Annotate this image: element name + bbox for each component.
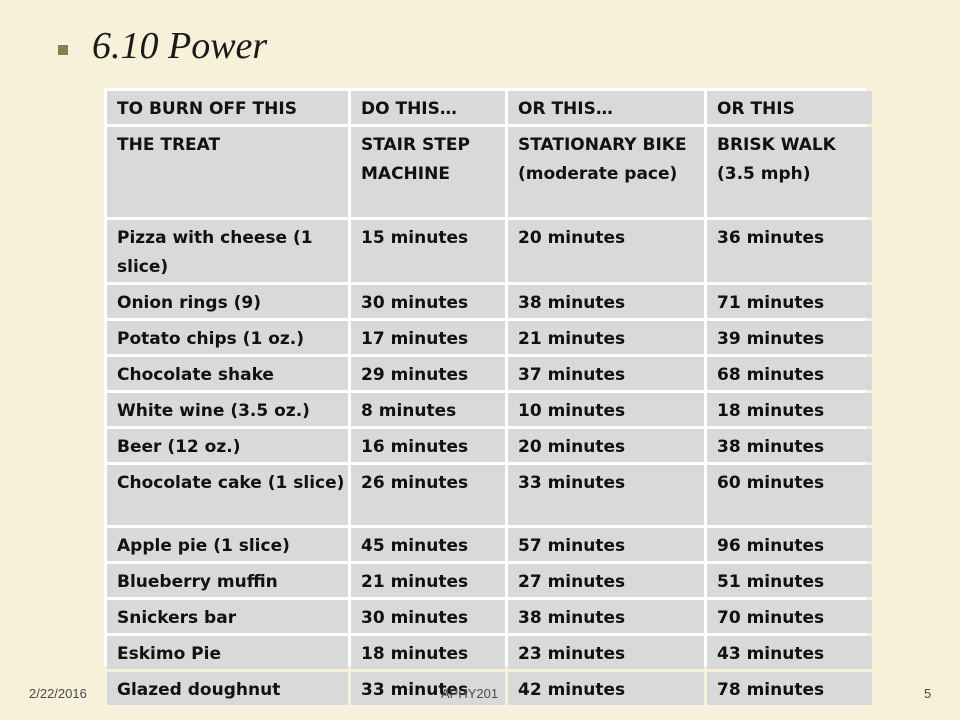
table-cell: 51 minutes [707, 564, 872, 597]
table-cell: Blueberry muffin [107, 564, 348, 597]
table-cell: 18 minutes [707, 393, 872, 426]
table-cell: 8 minutes [351, 393, 505, 426]
table-cell: 10 minutes [508, 393, 704, 426]
table-cell: 33 minutes [351, 672, 505, 705]
table-header-cell: DO THIS… [351, 91, 505, 124]
table-header-cell: TO BURN OFF THIS [107, 91, 348, 124]
table-cell: 26 minutes [351, 465, 505, 525]
table-cell: 21 minutes [351, 564, 505, 597]
table-cell: 38 minutes [508, 600, 704, 633]
table-cell: 27 minutes [508, 564, 704, 597]
table-cell: 78 minutes [707, 672, 872, 705]
table-cell: 16 minutes [351, 429, 505, 462]
table-cell: 43 minutes [707, 636, 872, 669]
table-body: TO BURN OFF THIS DO THIS… OR THIS… OR THIS T… [107, 91, 872, 705]
table-row: Glazed doughnut 33 minutes 42 minutes 78 mi… [107, 672, 872, 705]
footer-course: APHY201 [441, 686, 499, 701]
table-header-cell: STATIONARY BIKE (moderate pace) [508, 127, 704, 217]
table-cell: White wine (3.5 oz.) [107, 393, 348, 426]
table-row: Chocolate cake (1 slice) 26 minutes 33 min… [107, 465, 872, 525]
table-header-cell: STAIR STEP MACHINE [351, 127, 505, 217]
slide-title: 6.10 Power [92, 25, 268, 67]
table-cell: 30 minutes [351, 285, 505, 318]
calorie-burn-table: TO BURN OFF THIS DO THIS… OR THIS… OR THIS T… [104, 88, 875, 708]
footer-page-number: 5 [924, 686, 932, 701]
table-cell: Beer (12 oz.) [107, 429, 348, 462]
table-cell: Chocolate cake (1 slice) [107, 465, 348, 525]
table-cell: 20 minutes [508, 220, 704, 282]
table-cell: 57 minutes [508, 528, 704, 561]
table-cell: Apple pie (1 slice) [107, 528, 348, 561]
table-row: Pizza with cheese (1 slice) 15 minutes 20 … [107, 220, 872, 282]
table-header-row: TO BURN OFF THIS DO THIS… OR THIS… OR THIS [107, 91, 872, 124]
table-row: Blueberry muffin 21 minutes 27 minutes 51 m… [107, 564, 872, 597]
table-cell: 68 minutes [707, 357, 872, 390]
table-cell: 38 minutes [508, 285, 704, 318]
table-row: Potato chips (1 oz.) 17 minutes 21 minutes… [107, 321, 872, 354]
table-cell: 60 minutes [707, 465, 872, 525]
table-cell: Glazed doughnut [107, 672, 348, 705]
table-cell: Pizza with cheese (1 slice) [107, 220, 348, 282]
table-row: Onion rings (9) 30 minutes 38 minutes 71 mi… [107, 285, 872, 318]
table-header-cell: OR THIS… [508, 91, 704, 124]
table-cell: 71 minutes [707, 285, 872, 318]
table-cell: 96 minutes [707, 528, 872, 561]
table-header-cell: THE TREAT [107, 127, 348, 217]
title-bullet [58, 45, 68, 55]
table-header-row: THE TREAT STAIR STEP MACHINE STATIONARY BI… [107, 127, 872, 217]
table-cell: 36 minutes [707, 220, 872, 282]
table-header-cell: BRISK WALK (3.5 mph) [707, 127, 872, 217]
table-row: Snickers bar 30 minutes 38 minutes 70 minut… [107, 600, 872, 633]
table-row: Beer (12 oz.) 16 minutes 20 minutes 38 minu… [107, 429, 872, 462]
table-cell: 29 minutes [351, 357, 505, 390]
treat-table-container: TO BURN OFF THIS DO THIS… OR THIS… OR THIS T… [104, 88, 872, 705]
table-row: Apple pie (1 slice) 45 minutes 57 minutes 9… [107, 528, 872, 561]
table-cell: 30 minutes [351, 600, 505, 633]
table-cell: 20 minutes [508, 429, 704, 462]
table-cell: 15 minutes [351, 220, 505, 282]
table-cell: 37 minutes [508, 357, 704, 390]
table-cell: Snickers bar [107, 600, 348, 633]
table-cell: 38 minutes [707, 429, 872, 462]
table-cell: 18 minutes [351, 636, 505, 669]
table-cell: 45 minutes [351, 528, 505, 561]
table-cell: 17 minutes [351, 321, 505, 354]
table-cell: Chocolate shake [107, 357, 348, 390]
table-row: Chocolate shake 29 minutes 37 minutes 68 mi… [107, 357, 872, 390]
table-cell: 70 minutes [707, 600, 872, 633]
table-cell: Potato chips (1 oz.) [107, 321, 348, 354]
table-cell: Eskimo Pie [107, 636, 348, 669]
table-cell: 42 minutes [508, 672, 704, 705]
table-cell: 21 minutes [508, 321, 704, 354]
table-cell: 33 minutes [508, 465, 704, 525]
table-header-cell: OR THIS [707, 91, 872, 124]
table-cell: 39 minutes [707, 321, 872, 354]
table-row: White wine (3.5 oz.) 8 minutes 10 minutes 1… [107, 393, 872, 426]
table-cell: 23 minutes [508, 636, 704, 669]
table-row: Eskimo Pie 18 minutes 23 minutes 43 minutes [107, 636, 872, 669]
table-cell: Onion rings (9) [107, 285, 348, 318]
footer-date: 2/22/2016 [29, 686, 87, 701]
